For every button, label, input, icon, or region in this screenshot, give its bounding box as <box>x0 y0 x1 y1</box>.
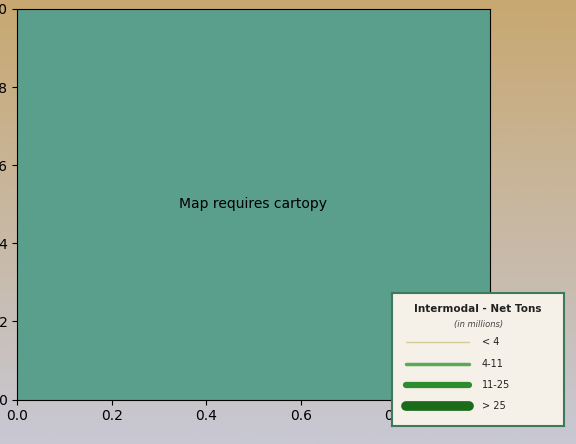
Text: Intermodal - Net Tons: Intermodal - Net Tons <box>414 304 542 314</box>
Text: > 25: > 25 <box>482 401 505 411</box>
Text: 11-25: 11-25 <box>482 380 510 390</box>
Text: < 4: < 4 <box>482 337 499 347</box>
Text: 4-11: 4-11 <box>482 359 503 369</box>
Text: Map requires cartopy: Map requires cartopy <box>180 197 327 211</box>
Text: (in millions): (in millions) <box>453 320 503 329</box>
